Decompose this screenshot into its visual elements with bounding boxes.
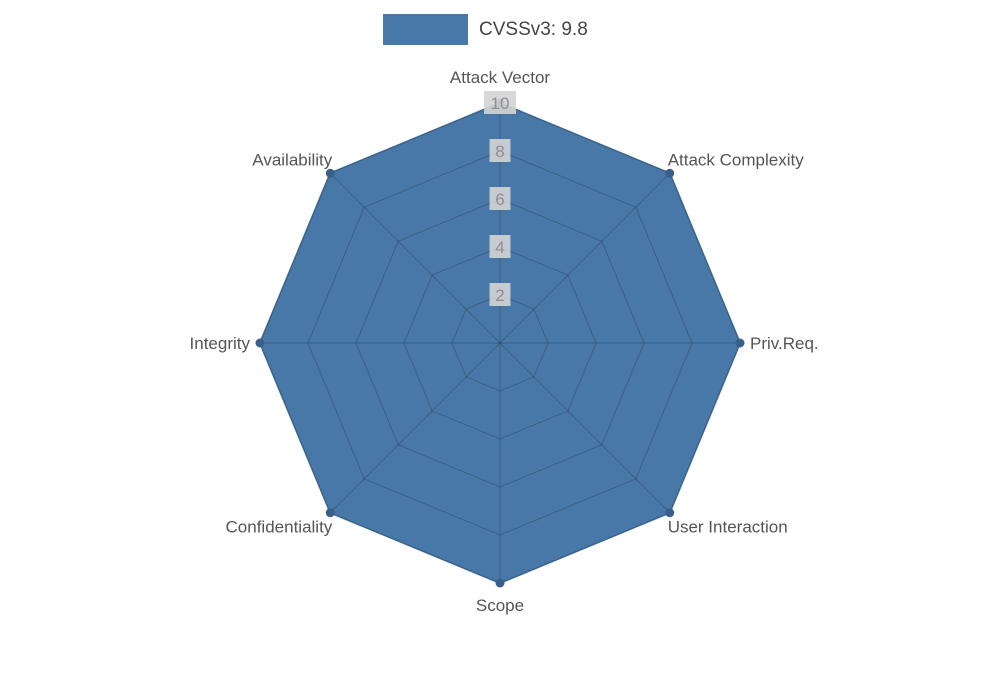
tick-label-bg — [489, 235, 511, 258]
grid-ring — [403, 246, 597, 440]
grid-ring — [307, 150, 693, 536]
tick-label-bg — [489, 139, 511, 162]
tick-label: 6 — [495, 190, 504, 209]
vertex-dot — [735, 338, 745, 348]
axis-label-priv-req: Priv.Req. — [750, 334, 819, 353]
grid-ring — [451, 294, 549, 392]
vertex-dot — [495, 578, 505, 588]
axis-label-attack-complexity: Attack Complexity — [668, 150, 805, 169]
grid-spoke — [329, 342, 501, 514]
vertex-dot — [665, 508, 675, 518]
tick-label: 4 — [495, 238, 504, 257]
tick-label-bg — [489, 283, 511, 306]
axis-label-user-interaction: User Interaction — [668, 518, 788, 537]
tick-label-bg — [484, 91, 516, 114]
legend-label: CVSSv3: 9.8 — [479, 18, 588, 40]
axis-label-integrity: Integrity — [190, 334, 251, 353]
tick-label: 8 — [495, 142, 504, 161]
vertex-dot — [665, 168, 675, 178]
grid-spoke — [499, 342, 671, 514]
vertex-dot — [255, 338, 265, 348]
legend-swatch — [383, 14, 468, 45]
tick-label: 2 — [495, 286, 504, 305]
tick-label: 10 — [491, 94, 510, 113]
grid-spoke — [499, 172, 671, 344]
vertex-dot — [325, 508, 335, 518]
vertex-dot — [325, 168, 335, 178]
axis-label-availability: Availability — [252, 150, 333, 169]
grid-ring — [355, 198, 645, 488]
legend-item[interactable]: CVSSv3: 9.8 — [383, 14, 588, 45]
tick-label-bg — [489, 187, 511, 210]
axis-label-confidentiality: Confidentiality — [226, 518, 333, 537]
grid-spoke — [329, 172, 501, 344]
axis-label-scope: Scope — [476, 596, 524, 615]
axis-label-attack-vector: Attack Vector — [450, 68, 550, 87]
